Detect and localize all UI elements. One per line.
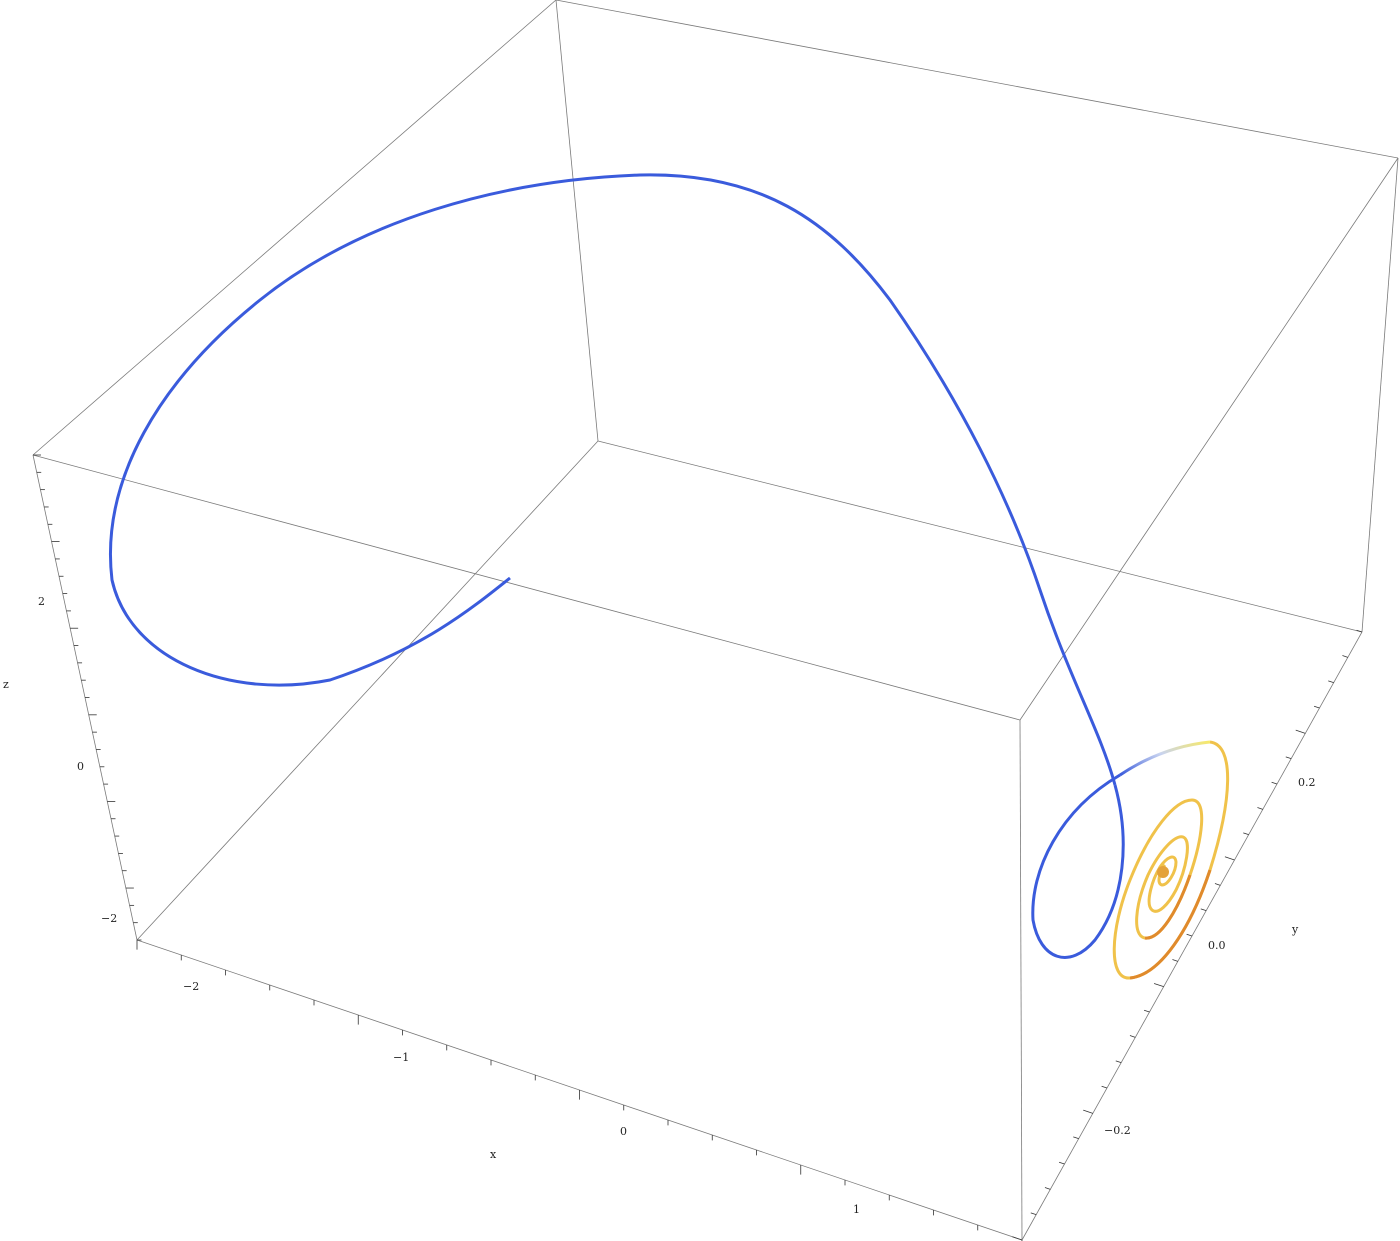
y-axis-tick [1214,883,1221,886]
y-axis-tick [1143,1009,1150,1013]
box-edge [1361,157,1399,633]
y-tick-label: 0.2 [1298,776,1316,789]
x-tick-label: 1 [853,1203,860,1216]
y-axis-tick [1153,983,1164,988]
z-axis-tick-labels: 2 0 −2 z [3,595,117,925]
x-tick-label: −2 [183,980,199,993]
y-axis-tick [1186,933,1193,937]
y-axis-tick [1342,655,1348,658]
z-tick-label: 0 [77,760,84,773]
y-axis-label: y [1291,923,1299,936]
z-tick-label: −2 [101,912,117,925]
y-axis-tick [1012,1236,1023,1241]
y-axis-tick [1058,1161,1065,1165]
y-axis-tick [1295,729,1306,734]
series-line-fade [1119,740,1211,777]
x-tick-label: 0 [620,1125,627,1138]
y-axis-tick [1129,1035,1136,1038]
box-edge [32,0,557,456]
y-axis-tick [1073,1136,1079,1140]
x-axis-tick-labels: −2 −1 0 1 x [183,980,860,1216]
box-edge [1019,157,1399,721]
series-spiral-inner-shade [1129,869,1212,980]
y-axis-tick [1224,856,1235,861]
box-edge [32,454,1021,721]
y-axis-tick [1101,1085,1108,1089]
y-axis-tick [1313,705,1320,709]
z-axis-label: z [3,678,9,691]
y-axis-tick [1172,959,1178,962]
bounding-box [32,0,1399,1241]
tick-marks [33,454,1363,1241]
y-axis-tick [1200,908,1207,912]
box-edge [1019,719,1023,1241]
data-curve [109,173,1230,980]
box-edge [555,0,599,442]
y-axis-tick [1328,680,1334,684]
x-axis-label: x [490,1148,497,1161]
spiral-center [1157,866,1169,878]
z-tick-label: 2 [38,595,45,608]
y-axis-tick [1285,756,1292,760]
box-edge [555,0,1399,159]
y-axis-tick [1083,1109,1093,1114]
y-axis-tick [1271,781,1278,785]
box-edge [597,440,1363,633]
y-axis-tick [1356,629,1363,633]
y-axis-tick [1030,1212,1037,1216]
y-tick-label: −0.2 [1104,1124,1131,1137]
y-axis-tick [1044,1187,1051,1190]
y-axis-tick-labels: −0.2 0.0 0.2 y [1104,776,1316,1137]
x-tick-label: −1 [393,1051,409,1064]
y-axis-tick [1115,1060,1122,1064]
y-axis-tick [1243,832,1249,836]
series-line-arc [109,173,1117,786]
y-tick-label: 0.0 [1208,939,1226,952]
y-axis-tick [1257,807,1263,810]
series-line-descent [1031,773,1125,959]
box-edge [136,440,599,941]
